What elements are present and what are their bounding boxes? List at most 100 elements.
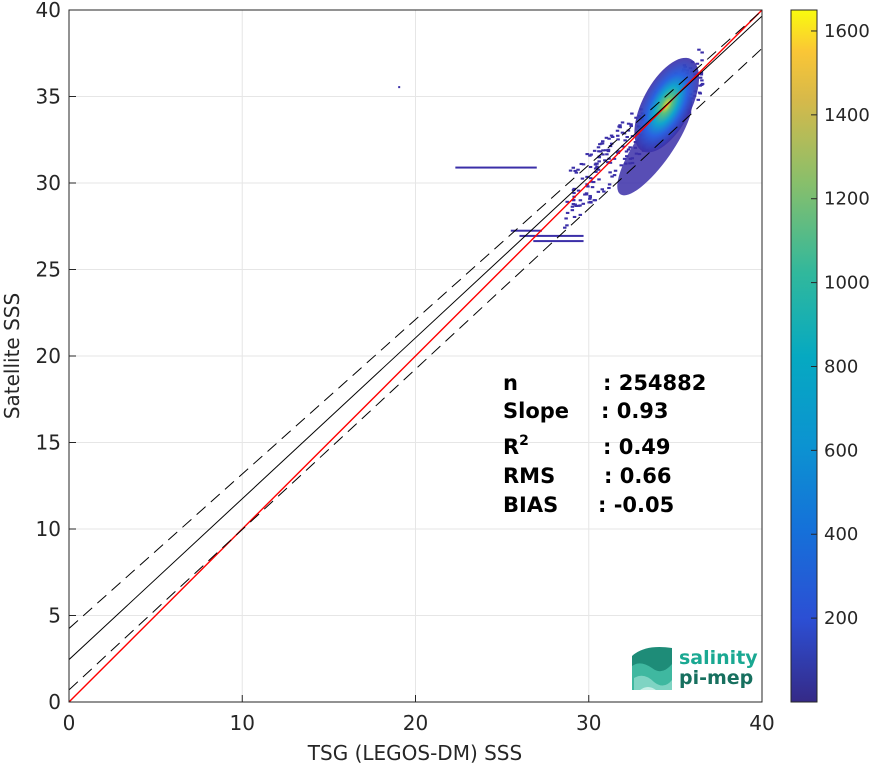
density-outlier bbox=[398, 86, 401, 89]
colorbar-tick-label: 400 bbox=[824, 524, 858, 545]
density-cell bbox=[601, 149, 605, 152]
density-cell bbox=[618, 126, 622, 129]
density-cell bbox=[621, 145, 625, 148]
density-cell bbox=[579, 162, 584, 166]
y-tick-label: 5 bbox=[48, 604, 61, 628]
density-cell bbox=[699, 73, 704, 76]
density-streak-1 bbox=[533, 240, 584, 243]
density-cell bbox=[696, 98, 700, 101]
density-cell bbox=[588, 197, 592, 200]
regression-line bbox=[69, 15, 762, 660]
density-cell bbox=[698, 76, 703, 79]
density-cell bbox=[608, 171, 612, 174]
density-cell bbox=[612, 174, 617, 177]
density-cell bbox=[607, 186, 611, 190]
colorbar-tick-label: 1600 bbox=[824, 21, 870, 42]
x-tick-label: 40 bbox=[749, 711, 774, 735]
density-cell bbox=[588, 196, 593, 199]
density-cell bbox=[572, 215, 577, 219]
density-cell bbox=[601, 153, 605, 156]
density-cell bbox=[576, 189, 581, 192]
density-cell bbox=[578, 199, 583, 202]
stat-value-r: : 0.49 bbox=[603, 435, 671, 459]
density-cell bbox=[602, 190, 606, 193]
density-cell bbox=[573, 203, 577, 206]
y-axis-title: Satellite SSS bbox=[0, 293, 24, 419]
density-cell bbox=[574, 171, 579, 174]
density-streak-0 bbox=[519, 234, 584, 237]
density-cell bbox=[610, 175, 614, 178]
stat-label-slope: Slope bbox=[503, 399, 569, 423]
density-cell bbox=[586, 185, 590, 188]
stat-label-bias: BIAS bbox=[503, 493, 558, 517]
x-axis-title: TSG (LEGOS-DM) SSS bbox=[307, 741, 522, 765]
y-tick-label: 10 bbox=[36, 517, 61, 541]
colorbar-tick-label: 600 bbox=[824, 440, 858, 461]
density-cell bbox=[626, 129, 631, 132]
colorbar-ticks: 200 400 600 800 1000 1200 1400 1600 bbox=[811, 21, 870, 629]
density-cell bbox=[588, 154, 592, 157]
density-cell bbox=[623, 139, 627, 142]
density-cell bbox=[628, 146, 632, 149]
density-cell bbox=[626, 122, 631, 125]
y-tick-label: 35 bbox=[36, 85, 61, 109]
logo-line2: pi-mep bbox=[679, 667, 753, 689]
density-cell bbox=[600, 188, 605, 191]
salinity-pi-mep-logo: salinity pi-mep bbox=[632, 647, 758, 690]
density-cell bbox=[619, 164, 623, 167]
colorbar-tick-label: 1000 bbox=[824, 273, 870, 294]
density-cell bbox=[606, 161, 610, 164]
density-cell bbox=[593, 167, 598, 170]
density-cell bbox=[585, 153, 589, 156]
density-cell bbox=[576, 168, 580, 171]
density-cell bbox=[607, 157, 611, 160]
y-tick-label: 15 bbox=[36, 431, 61, 455]
density-cell bbox=[606, 148, 611, 151]
regression-lines bbox=[69, 10, 762, 702]
density-cell bbox=[695, 62, 700, 65]
density-cell bbox=[596, 168, 601, 171]
density-cell bbox=[629, 123, 633, 126]
density-cell bbox=[626, 148, 631, 151]
density-cell bbox=[568, 169, 573, 172]
y-tick-label: 25 bbox=[36, 258, 61, 282]
density-cell bbox=[697, 91, 702, 94]
density-cell bbox=[571, 203, 576, 206]
density-cell bbox=[589, 177, 593, 180]
density-cell bbox=[587, 201, 591, 204]
density-cell bbox=[585, 175, 589, 178]
density-cell bbox=[697, 48, 701, 51]
density-cell bbox=[593, 163, 598, 166]
density-cell bbox=[612, 157, 617, 160]
density-cell bbox=[700, 59, 704, 62]
density-cell bbox=[595, 165, 599, 168]
logo-line1: salinity bbox=[679, 647, 758, 669]
x-tick-label: 20 bbox=[403, 711, 428, 735]
density-streak-3 bbox=[510, 229, 542, 232]
density-cell bbox=[634, 116, 638, 119]
x-tick-label: 0 bbox=[63, 711, 76, 735]
stat-label-n: n bbox=[503, 371, 518, 395]
density-cell bbox=[603, 159, 607, 162]
density-cell bbox=[571, 199, 576, 202]
density-cell bbox=[581, 202, 586, 205]
density-cell bbox=[609, 142, 614, 145]
density-cell bbox=[620, 131, 625, 134]
x-tick-label: 30 bbox=[576, 711, 601, 735]
density-cell bbox=[605, 153, 609, 156]
density-cell bbox=[607, 183, 612, 186]
density-cell bbox=[574, 204, 578, 207]
density-cell bbox=[563, 226, 567, 229]
x-tick-label: 10 bbox=[230, 711, 255, 735]
density-cell bbox=[604, 136, 609, 139]
density-cell bbox=[617, 150, 621, 153]
density-cell bbox=[616, 134, 620, 137]
density-cell bbox=[565, 200, 569, 203]
density-streak-2 bbox=[455, 166, 537, 169]
density-cell bbox=[581, 163, 586, 166]
stat-value-rms: : 0.66 bbox=[604, 464, 672, 488]
stat-value-n: : 254882 bbox=[603, 371, 706, 395]
density-cell bbox=[578, 213, 583, 216]
density-cell bbox=[598, 143, 602, 146]
